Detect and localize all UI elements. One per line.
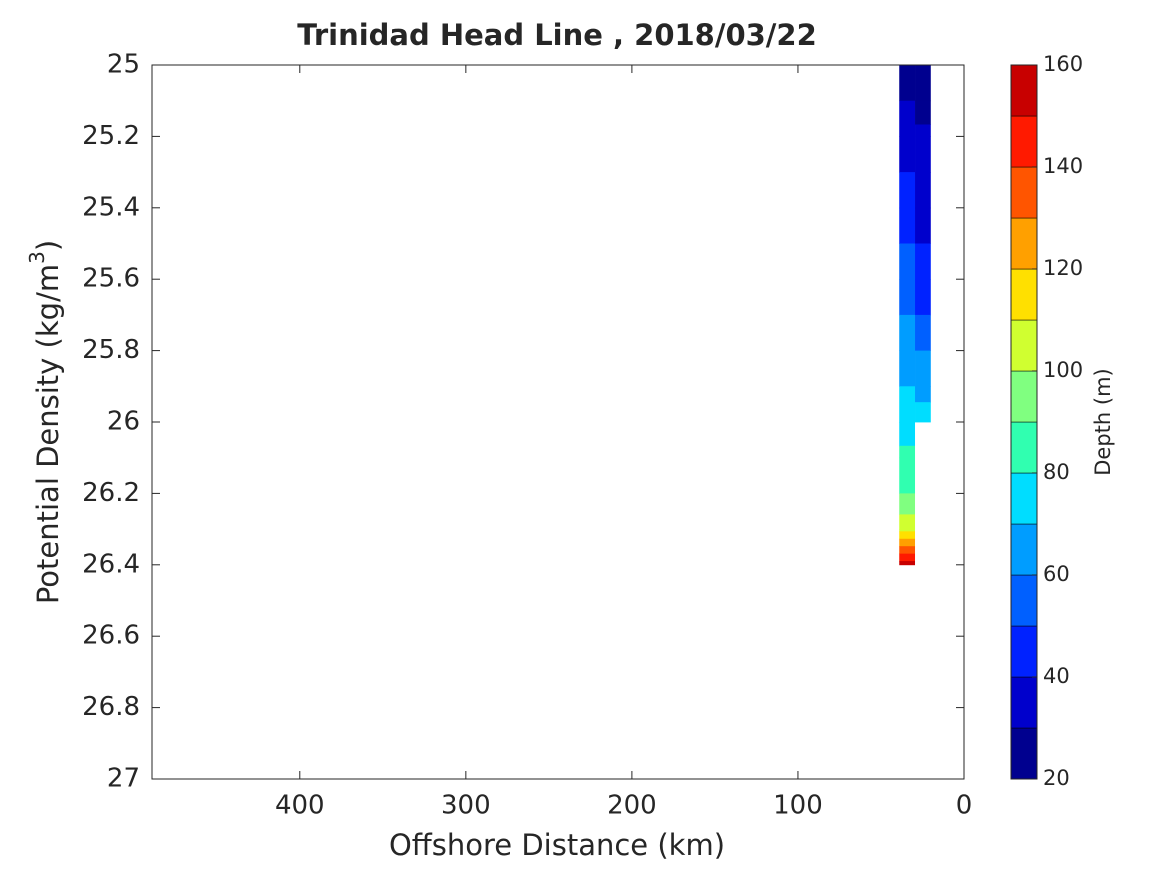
x-tick-label: 0 [956,791,973,821]
contour-cell [915,124,931,137]
colorbar-band [1010,268,1038,321]
colorbar-frame [1010,64,1038,780]
contour-cell [915,207,931,244]
x-tick-label: 300 [441,791,491,821]
colorbar-tick-label: 120 [1043,256,1083,280]
colorbar-band [1010,472,1038,525]
contour-cell [915,350,931,387]
contour-cell [915,172,931,209]
contour-cell [899,546,916,555]
contour-cell [915,402,931,423]
y-tick-label: 25.8 [82,335,140,365]
y-tick-label: 25 [107,50,140,80]
colorbar-band [1010,319,1038,372]
colorbar-tick-label: 160 [1043,52,1083,76]
contour-cell [899,561,916,566]
y-tick-label: 26.4 [82,549,140,579]
contour-cell [915,65,931,102]
colorbar-band [1010,370,1038,423]
contour-cell [915,386,931,403]
y-tick-label: 26.6 [82,621,140,651]
contour-cell [899,350,916,387]
contour-cell [915,100,931,125]
contour-cell [899,445,916,459]
y-tick-label: 26.2 [82,478,140,508]
contour-cell [899,386,916,423]
plot-frame [151,64,965,780]
x-tick-label: 400 [275,791,325,821]
contour-cell [899,531,916,540]
colorbar-band [1010,115,1038,168]
colorbar-tick-label: 20 [1043,766,1070,790]
y-tick-label: 25.2 [82,121,140,151]
colorbar-tick-label: 140 [1043,154,1083,178]
colorbar-tick-label: 60 [1043,562,1070,586]
contour-cell [899,529,916,532]
contour-cell [899,100,916,137]
contour-cell [899,457,916,494]
colorbar-band [1010,574,1038,627]
colorbar-band [1010,421,1038,474]
contour-cell [899,172,916,209]
contour-cell [899,65,916,102]
contour-cell [915,136,931,173]
contour-cell [899,553,916,562]
colorbar-tick-label: 100 [1043,358,1083,382]
contour-cell [899,314,916,351]
colorbar-label: Depth (m) [1091,368,1115,475]
y-tick-label: 26 [107,407,140,437]
y-tick-label: 27 [107,764,140,794]
colorbar-band [1010,166,1038,219]
contour-cell [899,538,916,547]
contour-cell [915,243,931,280]
colorbar-band [1010,217,1038,270]
contour-cell [899,514,916,530]
colorbar-band [1010,64,1038,117]
contour-cell [899,422,916,447]
y-tick-label: 25.6 [82,264,140,294]
colorbar-band [1010,727,1038,780]
colorbar-band [1010,625,1038,678]
y-label-sup: 3 [25,251,49,264]
y-tick-label: 26.8 [82,692,140,722]
colorbar-tick-label: 80 [1043,460,1070,484]
contour-cell [915,314,931,351]
colorbar-band [1010,523,1038,576]
contour-cell [899,279,916,316]
y-label-text: Potential Density (kg/m [31,264,65,604]
y-axis-label: Potential Density (kg/m3) [25,240,66,604]
contour-cell [899,243,916,280]
colorbar-band [1010,676,1038,729]
contour-cell [899,493,916,515]
y-tick-label: 25.4 [82,192,140,222]
y-label-end: ) [31,240,65,251]
x-tick-label: 100 [773,791,823,821]
contour-cell [899,207,916,244]
contour-cell [899,136,916,173]
contour-cell [915,279,931,316]
chart-title: Trinidad Head Line , 2018/03/22 [297,18,817,52]
x-tick-label: 200 [607,791,657,821]
x-axis-label: Offshore Distance (km) [389,828,725,862]
colorbar-tick-label: 40 [1043,664,1070,688]
